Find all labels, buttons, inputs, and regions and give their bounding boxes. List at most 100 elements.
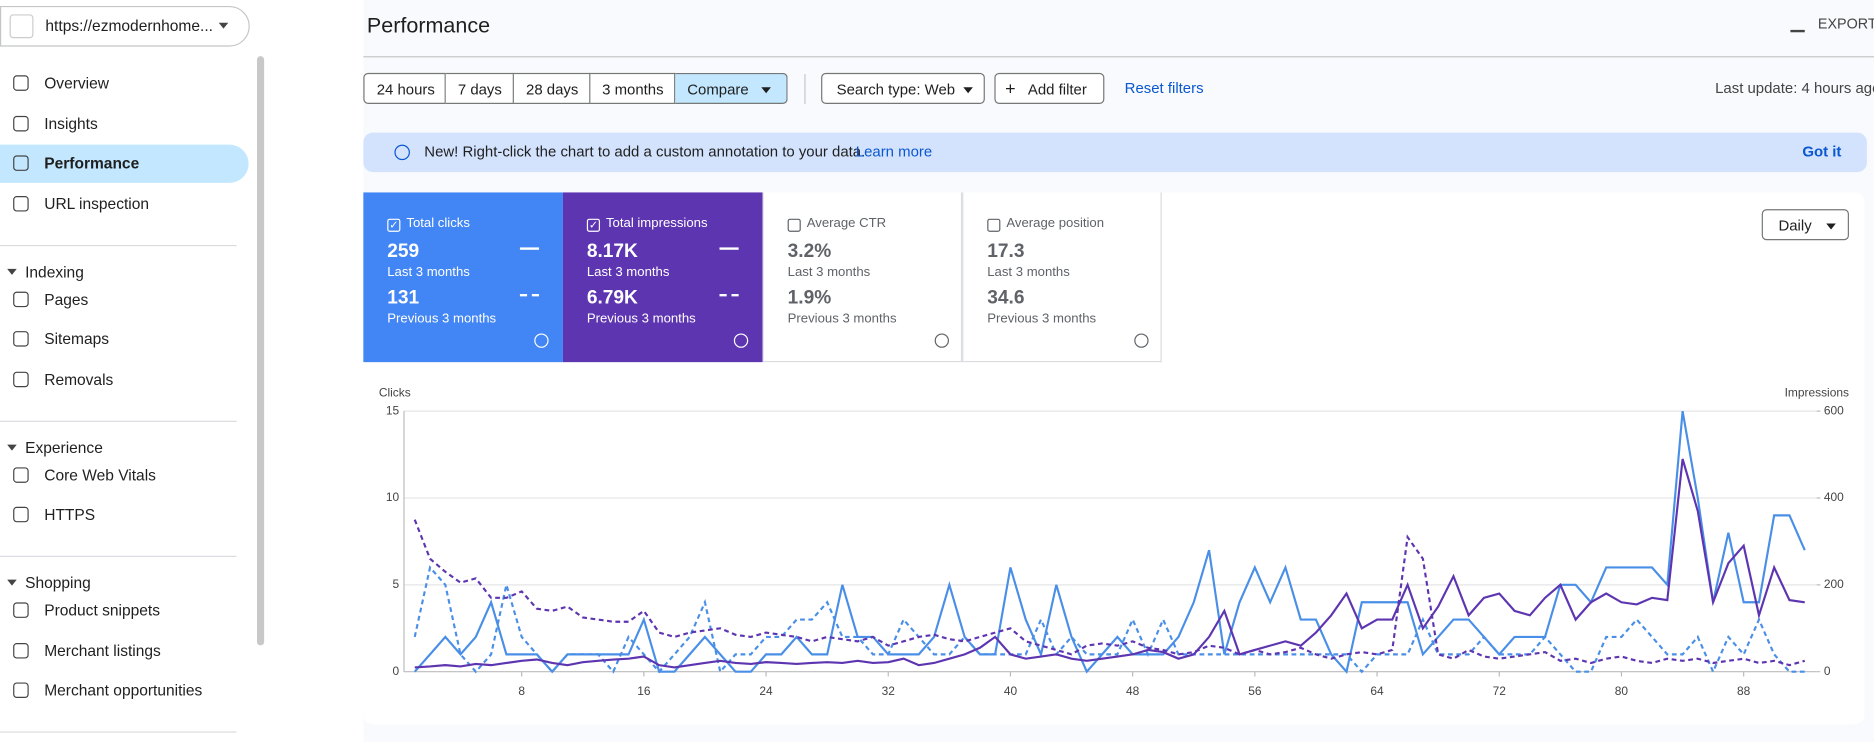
metric-value: 3.2%	[787, 241, 832, 262]
x-tick-label: 88	[1737, 684, 1751, 698]
y-tick-label: 0	[393, 664, 400, 678]
nav-active-bg	[0, 144, 249, 183]
range-label[interactable]: 3 months	[602, 81, 664, 99]
nav-item[interactable]: Merchant opportunities	[44, 681, 203, 700]
series-line	[413, 410, 1806, 675]
nav-section[interactable]: Experience	[25, 438, 103, 456]
series-line	[413, 519, 1806, 667]
site-selector[interactable]	[0, 5, 250, 47]
site-url[interactable]: https://ezmodernhome...	[45, 16, 213, 35]
page-title: Performance	[366, 13, 491, 38]
nav-icon	[13, 682, 29, 698]
x-tick-label: 48	[1126, 684, 1140, 698]
y2-tick-label: 400	[1824, 490, 1844, 504]
checkbox[interactable]	[787, 218, 801, 232]
metric-period: Last 3 months	[387, 265, 470, 280]
metric-value: 259	[387, 241, 420, 262]
filter-divider	[804, 74, 806, 104]
metric-prev-period: Previous 3 months	[586, 311, 696, 327]
nav-item[interactable]: Sitemaps	[44, 329, 110, 348]
metric-value: 17.3	[987, 241, 1025, 262]
nav-icon	[13, 331, 29, 347]
range-button[interactable]: 7 days	[445, 72, 514, 104]
export-button[interactable]: EXPORT	[1817, 15, 1874, 33]
nav-icon	[13, 642, 29, 658]
x-tick-label: 16	[637, 684, 651, 698]
nav-item[interactable]: Insights	[44, 114, 98, 133]
x-tick-label: 40	[1004, 684, 1018, 698]
x-tick-label: 24	[759, 684, 773, 698]
metric-prev-value: 131	[387, 288, 420, 309]
range-label[interactable]: 28 days	[526, 81, 579, 99]
checkbox[interactable]: ✓	[586, 218, 600, 232]
range-button[interactable]: 3 months	[590, 72, 676, 104]
checkbox[interactable]: ✓	[387, 218, 401, 232]
legend-solid	[719, 247, 739, 250]
nav-icon	[13, 155, 29, 171]
search-type[interactable]: Search type: Web	[821, 72, 985, 104]
nav-section[interactable]: Indexing	[25, 262, 84, 281]
range-label[interactable]: 24 hours	[376, 81, 435, 99]
y-tick-label: 5	[393, 577, 400, 591]
legend-dashed	[719, 294, 739, 297]
nav-icon	[13, 115, 29, 131]
help-icon[interactable]	[1134, 333, 1149, 348]
granularity[interactable]: Daily	[1761, 209, 1849, 241]
reset-filters[interactable]: Reset filters	[1124, 80, 1204, 97]
granularity-label[interactable]: Daily	[1778, 217, 1812, 235]
nav-item[interactable]: Removals	[44, 369, 114, 388]
help-icon[interactable]	[934, 333, 949, 348]
range-button[interactable]: Compare	[675, 72, 788, 104]
metric-prev-value: 1.9%	[787, 288, 832, 309]
nav-icon	[13, 291, 29, 307]
nav-icon	[13, 371, 29, 387]
metric-prev-period: Previous 3 months	[787, 311, 897, 327]
section-caret	[7, 579, 17, 586]
nav-divider	[0, 244, 237, 246]
metric-card[interactable]: Average CTR 3.2% Last 3 months 1.9% Previous…	[762, 192, 963, 363]
metric-period: Last 3 months	[987, 265, 1070, 280]
banner-link[interactable]: Learn more	[855, 143, 933, 161]
range-label[interactable]: Compare	[687, 81, 749, 99]
metric-prev-value: 6.79K	[586, 288, 638, 309]
last-update: Last update: 4 hours ago	[1715, 80, 1874, 97]
nav-item[interactable]: Pages	[44, 289, 89, 308]
nav-section[interactable]: Shopping	[25, 573, 91, 592]
metric-card[interactable]: ✓ Total impressions 8.17K Last 3 months 6.79…	[562, 192, 763, 363]
nav-item[interactable]: HTTPS	[44, 505, 96, 524]
range-button[interactable]: 24 hours	[363, 72, 446, 104]
x-tick-label: 56	[1248, 684, 1262, 698]
nav-item[interactable]: URL inspection	[44, 194, 150, 213]
checkbox[interactable]	[987, 218, 1001, 232]
nav-item[interactable]: Performance	[44, 154, 140, 173]
range-label[interactable]: 7 days	[457, 81, 502, 99]
x-tick-label: 80	[1615, 684, 1629, 698]
metric-label: Average position	[1006, 216, 1105, 231]
granularity-caret	[1826, 223, 1836, 230]
metric-card[interactable]: ✓ Total clicks 259 Last 3 months 131 Previous…	[363, 192, 563, 363]
plus-icon: +	[1005, 78, 1016, 100]
add-filter-label[interactable]: Add filter	[1027, 81, 1087, 99]
banner-button[interactable]: Got it	[1802, 143, 1842, 161]
search-type-label[interactable]: Search type: Web	[836, 81, 956, 99]
range-caret	[761, 87, 771, 94]
series-line	[413, 565, 1805, 675]
nav-item[interactable]: Merchant listings	[44, 641, 161, 660]
nav-item[interactable]: Overview	[44, 74, 109, 93]
help-icon[interactable]	[733, 333, 749, 348]
nav-icon	[13, 602, 29, 618]
nav-item[interactable]: Product snippets	[44, 601, 160, 620]
section-caret	[7, 268, 17, 275]
nav-item[interactable]: Core Web Vitals	[44, 465, 156, 484]
metric-card[interactable]: Average position 17.3 Last 3 months 34.6 Pre…	[962, 192, 1162, 363]
nav-icon	[13, 506, 29, 523]
series-line	[414, 458, 1805, 669]
metric-label: Total clicks	[406, 216, 470, 231]
nav-divider	[0, 420, 237, 422]
range-button[interactable]: 28 days	[513, 72, 591, 104]
site-caret	[218, 22, 229, 29]
add-filter[interactable]: + Add filter	[994, 72, 1105, 104]
help-icon[interactable]	[534, 333, 549, 348]
